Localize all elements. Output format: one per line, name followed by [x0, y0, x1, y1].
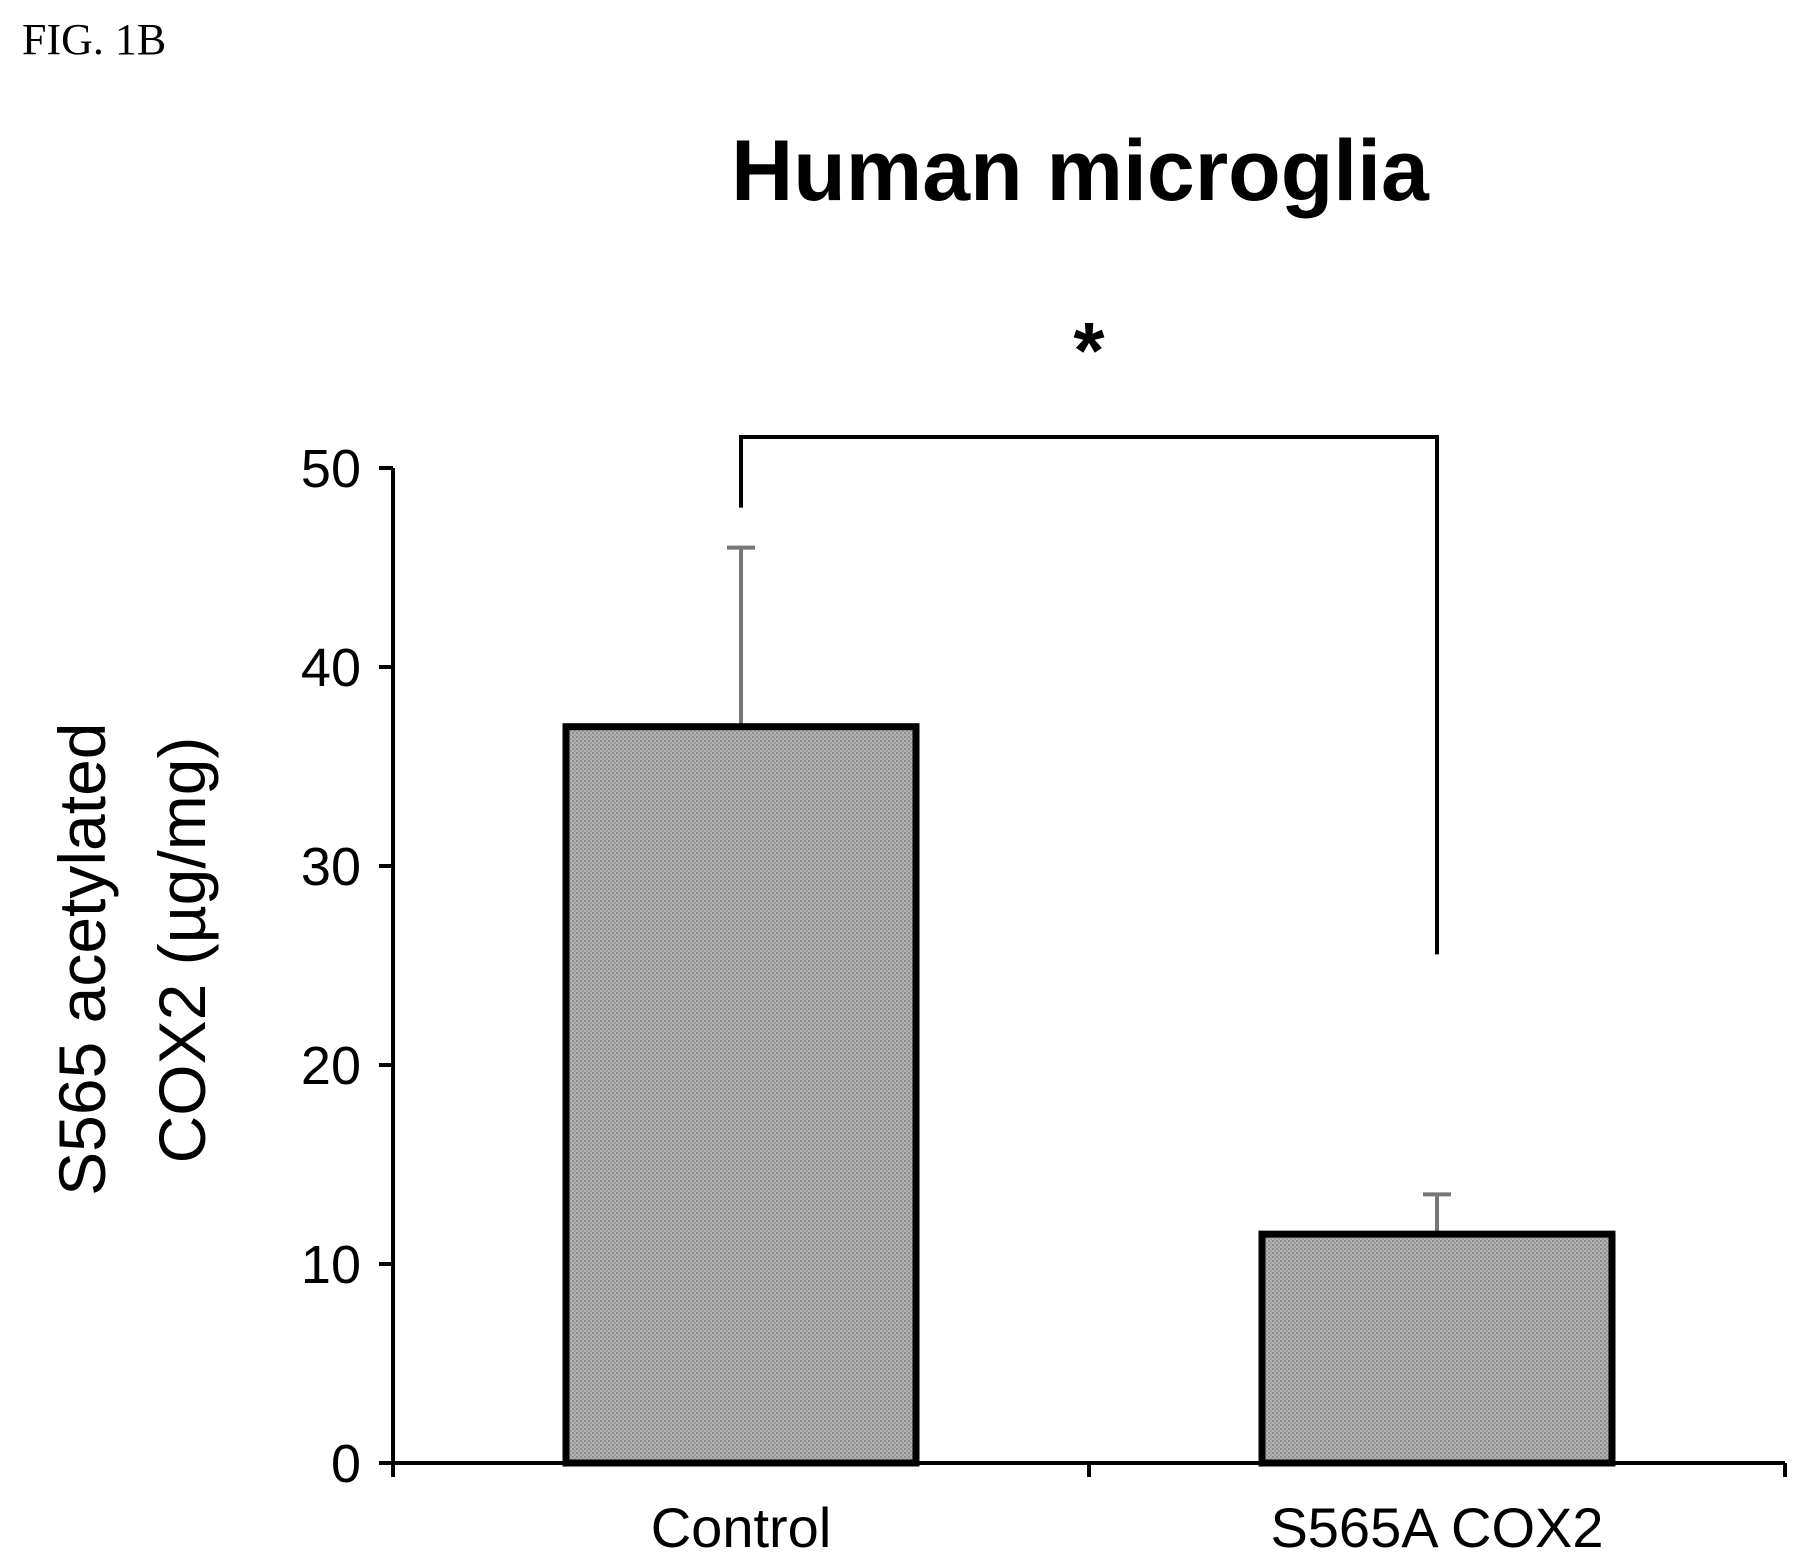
y-tick-label: 20 — [301, 1036, 361, 1096]
bar — [1258, 1230, 1616, 1467]
chart-title: Human microglia — [731, 123, 1430, 219]
y-axis-label-line-2: COX2 (µg/mg) — [145, 737, 219, 1164]
y-axis-label: S565 acetylated COX2 (µg/mg) — [45, 704, 219, 1196]
y-tick-label: 30 — [301, 837, 361, 897]
y-tick-label: 50 — [301, 439, 361, 499]
y-tick-label: 0 — [331, 1434, 361, 1494]
x-category-label: Control — [651, 1496, 832, 1559]
significance-bracket — [739, 435, 1439, 955]
figure-label: FIG. 1B — [22, 15, 167, 64]
bar — [562, 723, 920, 1467]
y-axis-label-line-1: S565 acetylated — [45, 723, 119, 1196]
y-tick-label: 40 — [301, 638, 361, 698]
significance-marker: * — [1073, 306, 1105, 395]
x-category-label: S565A COX2 — [1270, 1496, 1603, 1559]
y-tick-label: 10 — [301, 1235, 361, 1295]
